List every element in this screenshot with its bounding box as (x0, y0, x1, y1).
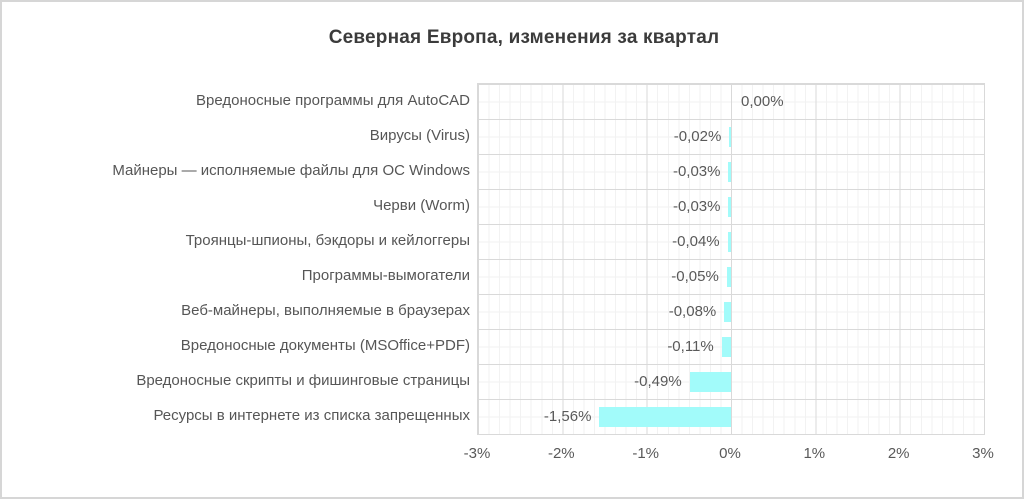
value-label: -0,02% (673, 128, 722, 145)
value-label: -0,03% (672, 163, 721, 180)
bar (721, 336, 731, 357)
plot-area: 0,00% -0,02% -0,03% -0,03% -0,04% -0,05% -0,08… (477, 83, 985, 435)
bar (728, 196, 731, 217)
x-axis-tick-label: 0% (719, 445, 741, 462)
bar (599, 406, 731, 427)
value-label: -0,08% (668, 303, 717, 320)
category-label: Черви (Worm) (373, 197, 470, 214)
value-label: -0,05% (671, 268, 719, 285)
chart-title: Северная Европа, изменения за квартал (328, 27, 720, 48)
category-label: Вирусы (Virus) (369, 127, 470, 144)
x-axis: -3% -2% -1% 0% 1% 2% 3% (2, 445, 1022, 469)
value-label: -0,03% (672, 198, 721, 215)
category-label: Программы-вымогатели (301, 267, 470, 284)
x-axis-tick-label: 1% (803, 445, 826, 462)
category-label: Вредоносные программы для AutoCAD (195, 92, 470, 109)
category-axis: Вредоносные программы для AutoCAD Вирусы … (2, 83, 470, 433)
x-axis-tick-label: 2% (887, 445, 910, 462)
category-label: Майнеры — исполняемые файлы для ОС Windo… (112, 162, 470, 179)
bar (728, 161, 731, 182)
x-axis-tick-label: -3% (463, 445, 491, 462)
category-label: Троянцы-шпионы, бэкдоры и кейлоггеры (185, 232, 470, 249)
value-label: -0,49% (634, 373, 682, 390)
category-label: Вредоносные документы (MSOffice+PDF) (180, 337, 470, 354)
bar (727, 231, 731, 252)
bar (729, 126, 731, 147)
x-axis-tick-label: 3% (972, 445, 994, 462)
value-label: 0,00% (741, 93, 784, 110)
category-label: Ресурсы в интернете из списка запрещенны… (153, 407, 470, 424)
value-label: -0,04% (672, 233, 720, 250)
x-axis-tick-label: -1% (632, 445, 660, 462)
category-label: Вредоносные скрипты и фишинговые страниц… (136, 372, 470, 389)
bar (724, 301, 731, 322)
value-label: -1,56% (543, 408, 592, 425)
bar (726, 266, 731, 287)
value-label: -0,11% (667, 338, 714, 355)
x-axis-tick-label: -2% (547, 445, 575, 462)
category-label: Веб-майнеры, выполняемые в браузерах (181, 302, 470, 319)
bar (689, 371, 731, 392)
